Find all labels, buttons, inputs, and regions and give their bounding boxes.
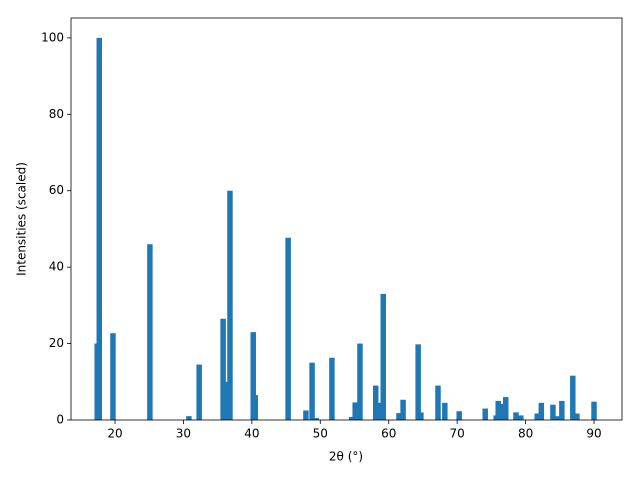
y-tick-label: 100	[41, 30, 64, 44]
bar	[591, 401, 597, 420]
bar	[538, 402, 545, 420]
bar	[222, 381, 228, 420]
bar	[499, 403, 506, 420]
bar	[550, 404, 556, 420]
bar	[285, 237, 291, 420]
bar	[513, 412, 519, 420]
bar	[357, 343, 363, 420]
bar	[534, 413, 540, 420]
bar	[380, 293, 386, 420]
bar	[349, 416, 355, 420]
bar	[96, 37, 102, 420]
bar	[147, 244, 153, 420]
y-tick-label: 0	[56, 413, 64, 427]
bar	[574, 413, 580, 420]
bar	[352, 402, 358, 420]
bar	[196, 364, 202, 420]
bar	[418, 412, 424, 420]
bar	[415, 344, 421, 420]
bar	[220, 318, 226, 420]
y-tick-label: 40	[49, 260, 64, 274]
bar	[495, 400, 501, 420]
bar	[252, 395, 259, 420]
bar	[442, 402, 448, 420]
bar	[186, 416, 192, 420]
x-tick-label: 20	[107, 427, 122, 441]
bar	[313, 418, 319, 420]
x-tick-label: 30	[176, 427, 191, 441]
bar	[570, 375, 576, 420]
bar	[554, 416, 560, 420]
bar	[227, 190, 233, 420]
x-tick-label: 50	[313, 427, 328, 441]
y-tick-label: 80	[49, 107, 64, 121]
bar	[518, 415, 524, 420]
y-axis-label: Intensities (scaled)	[15, 162, 29, 276]
bar	[377, 402, 383, 420]
bar	[250, 332, 256, 420]
bar	[482, 408, 488, 420]
bar	[329, 357, 335, 420]
bar	[456, 411, 462, 420]
x-tick-label: 60	[381, 427, 396, 441]
bar	[559, 400, 565, 420]
plot-frame	[70, 17, 623, 421]
x-tick-label: 80	[518, 427, 533, 441]
bar	[110, 333, 116, 420]
y-tick-label: 20	[49, 336, 64, 350]
bar	[396, 413, 402, 420]
bar	[303, 410, 309, 420]
x-axis-label: 2θ (°)	[329, 450, 363, 464]
x-tick-label: 70	[450, 427, 465, 441]
x-tick-label: 90	[586, 427, 601, 441]
bar	[435, 385, 441, 420]
x-tick-label: 40	[244, 427, 259, 441]
bar	[502, 397, 509, 420]
y-tick-label: 60	[49, 183, 64, 197]
bar	[309, 362, 315, 420]
bar	[400, 399, 406, 420]
bar	[372, 385, 379, 420]
